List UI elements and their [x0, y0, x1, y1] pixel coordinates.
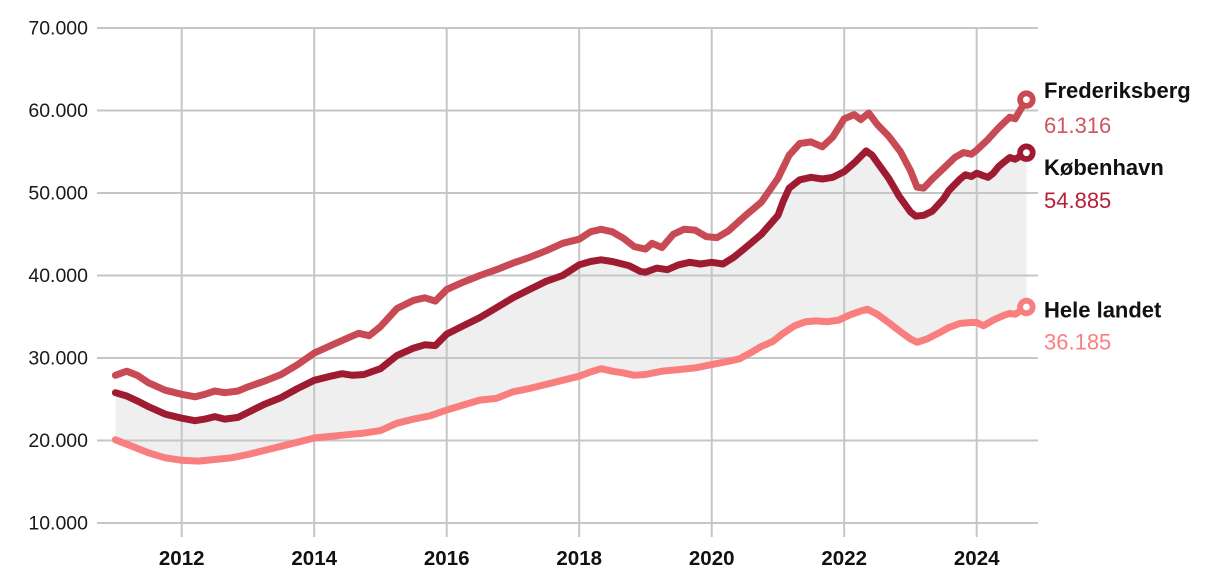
end-marker-hole-frederiksberg [1023, 96, 1030, 103]
y-tick-label: 40.000 [28, 265, 88, 287]
end-marker-hole-hele-landet [1023, 303, 1030, 311]
band-fill [115, 150, 1027, 462]
x-tick-label: 2014 [291, 547, 337, 570]
series-line-kobenhavn [111, 147, 1030, 425]
y-tick-label: 50.000 [28, 183, 88, 205]
end-marker-hele-landet [1017, 297, 1036, 317]
gridlines [97, 27, 1038, 537]
x-tick-label: 2012 [159, 547, 205, 570]
y-axis-labels: 70.000 60.000 50.000 40.000 30.000 20.000 10.0… [28, 18, 88, 535]
x-axis-labels: 2012 2014 2016 2018 2020 2022 2024 [159, 547, 1000, 570]
series-name-kobenhavn: København [1044, 155, 1164, 180]
end-marker-frederiksberg [1017, 90, 1036, 109]
x-tick-label: 2018 [556, 547, 602, 570]
y-tick-label: 60.000 [28, 100, 88, 122]
series-name-frederiksberg: Frederiksberg [1044, 78, 1191, 103]
end-marker-kobenhavn [1017, 143, 1036, 162]
end-marker-hole-kobenhavn [1023, 149, 1030, 157]
series-legend-kobenhavn: København 54.885 [1044, 155, 1164, 213]
series-value-frederiksberg: 61.316 [1044, 113, 1111, 138]
series-line-frederiksberg [111, 96, 1030, 401]
x-tick-label: 2016 [424, 547, 470, 570]
x-tick-label: 2020 [689, 547, 735, 570]
y-tick-label: 10.000 [28, 513, 88, 535]
series-value-kobenhavn: 54.885 [1044, 188, 1111, 213]
y-tick-label: 20.000 [28, 430, 88, 452]
series-name-hele-landet: Hele landet [1044, 298, 1162, 323]
series-legend-hele-landet: Hele landet 36.185 [1044, 298, 1162, 355]
x-tick-label: 2024 [954, 547, 1000, 570]
series-legend-frederiksberg: Frederiksberg 61.316 [1044, 78, 1191, 138]
y-tick-label: 30.000 [28, 348, 88, 370]
series-line-hele-landet [111, 303, 1030, 465]
y-tick-label: 70.000 [28, 18, 88, 40]
series-value-hele-landet: 36.185 [1044, 330, 1111, 355]
x-tick-label: 2022 [821, 547, 867, 570]
